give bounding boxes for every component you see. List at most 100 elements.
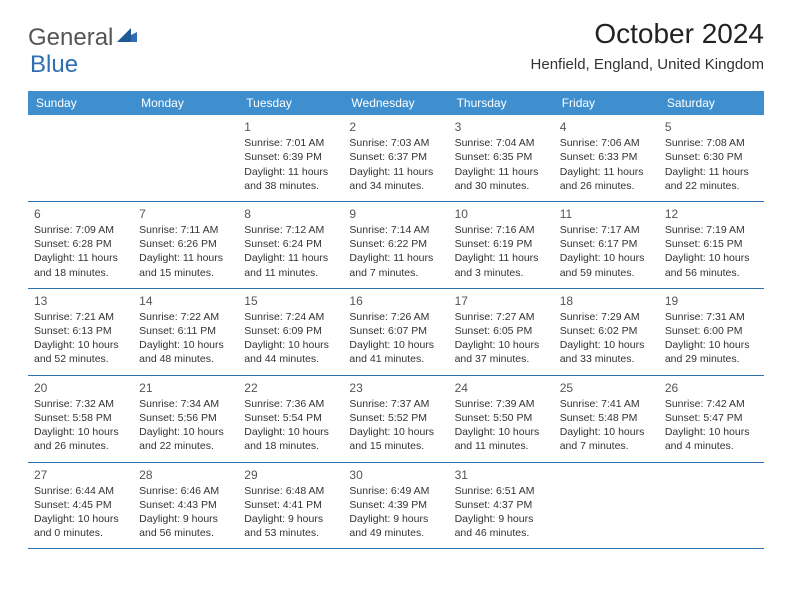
sunrise-text: Sunrise: 7:06 AM xyxy=(560,136,653,150)
daylight-text: and 46 minutes. xyxy=(455,526,548,540)
sunrise-text: Sunrise: 7:11 AM xyxy=(139,223,232,237)
sunset-text: Sunset: 4:39 PM xyxy=(349,498,442,512)
day-header-fri: Friday xyxy=(554,91,659,115)
day-number: 7 xyxy=(139,206,232,222)
daylight-text: Daylight: 11 hours xyxy=(665,165,758,179)
daylight-text: Daylight: 10 hours xyxy=(455,425,548,439)
daylight-text: and 11 minutes. xyxy=(455,439,548,453)
daylight-text: Daylight: 10 hours xyxy=(560,251,653,265)
sunrise-text: Sunrise: 7:16 AM xyxy=(455,223,548,237)
daylight-text: Daylight: 10 hours xyxy=(560,338,653,352)
sunset-text: Sunset: 6:37 PM xyxy=(349,150,442,164)
daylight-text: and 53 minutes. xyxy=(244,526,337,540)
calendar-cell: 2Sunrise: 7:03 AMSunset: 6:37 PMDaylight… xyxy=(343,115,448,201)
sunset-text: Sunset: 6:30 PM xyxy=(665,150,758,164)
daylight-text: Daylight: 10 hours xyxy=(34,338,127,352)
sunset-text: Sunset: 6:26 PM xyxy=(139,237,232,251)
day-number: 10 xyxy=(455,206,548,222)
calendar-cell: 23Sunrise: 7:37 AMSunset: 5:52 PMDayligh… xyxy=(343,376,448,462)
day-header-tue: Tuesday xyxy=(238,91,343,115)
daylight-text: Daylight: 10 hours xyxy=(349,425,442,439)
sunrise-text: Sunrise: 7:01 AM xyxy=(244,136,337,150)
sunrise-text: Sunrise: 7:22 AM xyxy=(139,310,232,324)
day-number: 23 xyxy=(349,380,442,396)
sunset-text: Sunset: 5:47 PM xyxy=(665,411,758,425)
daylight-text: and 4 minutes. xyxy=(665,439,758,453)
daylight-text: and 18 minutes. xyxy=(244,439,337,453)
sunset-text: Sunset: 6:22 PM xyxy=(349,237,442,251)
daylight-text: Daylight: 10 hours xyxy=(34,425,127,439)
calendar-cell: 25Sunrise: 7:41 AMSunset: 5:48 PMDayligh… xyxy=(554,376,659,462)
daylight-text: and 11 minutes. xyxy=(244,266,337,280)
day-number: 11 xyxy=(560,206,653,222)
day-header-sun: Sunday xyxy=(28,91,133,115)
day-header-sat: Saturday xyxy=(659,91,764,115)
calendar-cell: 6Sunrise: 7:09 AMSunset: 6:28 PMDaylight… xyxy=(28,202,133,288)
calendar-cell: 1Sunrise: 7:01 AMSunset: 6:39 PMDaylight… xyxy=(238,115,343,201)
calendar-week: 27Sunrise: 6:44 AMSunset: 4:45 PMDayligh… xyxy=(28,463,764,550)
calendar-cell: 17Sunrise: 7:27 AMSunset: 6:05 PMDayligh… xyxy=(449,289,554,375)
day-number: 24 xyxy=(455,380,548,396)
daylight-text: Daylight: 10 hours xyxy=(665,338,758,352)
day-number: 5 xyxy=(665,119,758,135)
daylight-text: Daylight: 9 hours xyxy=(139,512,232,526)
calendar-week: 1Sunrise: 7:01 AMSunset: 6:39 PMDaylight… xyxy=(28,115,764,202)
sunrise-text: Sunrise: 6:51 AM xyxy=(455,484,548,498)
day-number: 13 xyxy=(34,293,127,309)
sunset-text: Sunset: 4:45 PM xyxy=(34,498,127,512)
sunrise-text: Sunrise: 7:27 AM xyxy=(455,310,548,324)
daylight-text: Daylight: 10 hours xyxy=(560,425,653,439)
day-header-wed: Wednesday xyxy=(343,91,448,115)
sunset-text: Sunset: 6:00 PM xyxy=(665,324,758,338)
calendar-cell: 5Sunrise: 7:08 AMSunset: 6:30 PMDaylight… xyxy=(659,115,764,201)
daylight-text: Daylight: 11 hours xyxy=(34,251,127,265)
daylight-text: Daylight: 11 hours xyxy=(244,251,337,265)
sunset-text: Sunset: 6:39 PM xyxy=(244,150,337,164)
day-number: 25 xyxy=(560,380,653,396)
day-number: 21 xyxy=(139,380,232,396)
daylight-text: and 30 minutes. xyxy=(455,179,548,193)
sunset-text: Sunset: 6:13 PM xyxy=(34,324,127,338)
sunrise-text: Sunrise: 6:49 AM xyxy=(349,484,442,498)
day-number: 18 xyxy=(560,293,653,309)
sunset-text: Sunset: 6:11 PM xyxy=(139,324,232,338)
daylight-text: and 22 minutes. xyxy=(139,439,232,453)
sunrise-text: Sunrise: 7:39 AM xyxy=(455,397,548,411)
day-number: 22 xyxy=(244,380,337,396)
day-number: 20 xyxy=(34,380,127,396)
calendar-cell: 15Sunrise: 7:24 AMSunset: 6:09 PMDayligh… xyxy=(238,289,343,375)
sunrise-text: Sunrise: 6:48 AM xyxy=(244,484,337,498)
daylight-text: and 56 minutes. xyxy=(665,266,758,280)
daylight-text: and 33 minutes. xyxy=(560,352,653,366)
daylight-text: Daylight: 10 hours xyxy=(139,425,232,439)
daylight-text: and 22 minutes. xyxy=(665,179,758,193)
calendar-cell: 11Sunrise: 7:17 AMSunset: 6:17 PMDayligh… xyxy=(554,202,659,288)
calendar-cell: 27Sunrise: 6:44 AMSunset: 4:45 PMDayligh… xyxy=(28,463,133,549)
daylight-text: and 15 minutes. xyxy=(349,439,442,453)
calendar-cell: 26Sunrise: 7:42 AMSunset: 5:47 PMDayligh… xyxy=(659,376,764,462)
sunset-text: Sunset: 6:24 PM xyxy=(244,237,337,251)
sunset-text: Sunset: 5:52 PM xyxy=(349,411,442,425)
calendar-cell: 7Sunrise: 7:11 AMSunset: 6:26 PMDaylight… xyxy=(133,202,238,288)
calendar-cell: 30Sunrise: 6:49 AMSunset: 4:39 PMDayligh… xyxy=(343,463,448,549)
calendar: Sunday Monday Tuesday Wednesday Thursday… xyxy=(28,91,764,549)
sunrise-text: Sunrise: 6:44 AM xyxy=(34,484,127,498)
daylight-text: and 18 minutes. xyxy=(34,266,127,280)
location-text: Henfield, England, United Kingdom xyxy=(531,56,764,73)
daylight-text: Daylight: 9 hours xyxy=(455,512,548,526)
daylight-text: Daylight: 11 hours xyxy=(349,251,442,265)
day-number: 19 xyxy=(665,293,758,309)
calendar-cell-empty xyxy=(28,115,133,201)
calendar-day-header: Sunday Monday Tuesday Wednesday Thursday… xyxy=(28,91,764,115)
daylight-text: and 56 minutes. xyxy=(139,526,232,540)
calendar-cell: 4Sunrise: 7:06 AMSunset: 6:33 PMDaylight… xyxy=(554,115,659,201)
sunset-text: Sunset: 6:09 PM xyxy=(244,324,337,338)
sunrise-text: Sunrise: 7:24 AM xyxy=(244,310,337,324)
day-number: 28 xyxy=(139,467,232,483)
daylight-text: Daylight: 10 hours xyxy=(244,338,337,352)
calendar-cell: 18Sunrise: 7:29 AMSunset: 6:02 PMDayligh… xyxy=(554,289,659,375)
calendar-week: 20Sunrise: 7:32 AMSunset: 5:58 PMDayligh… xyxy=(28,376,764,463)
sunrise-text: Sunrise: 7:42 AM xyxy=(665,397,758,411)
sunrise-text: Sunrise: 7:41 AM xyxy=(560,397,653,411)
sunrise-text: Sunrise: 7:17 AM xyxy=(560,223,653,237)
